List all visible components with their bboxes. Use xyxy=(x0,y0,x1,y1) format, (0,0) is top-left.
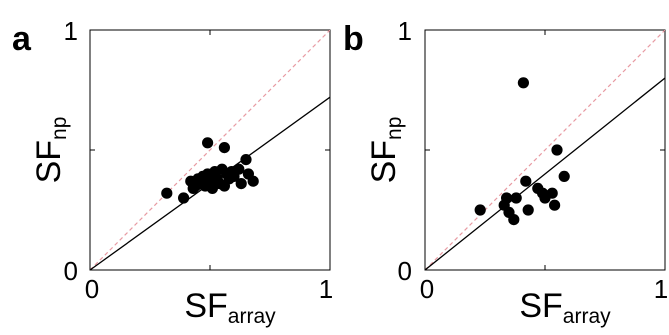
y-axis-label: SFnp xyxy=(30,117,71,184)
x-axis-label-sub: array xyxy=(228,305,276,328)
identity-line xyxy=(90,30,330,270)
data-point xyxy=(474,204,486,216)
y-axis-label-sub: np xyxy=(383,117,406,140)
y-tick-label-min: 0 xyxy=(64,256,78,286)
panel-letter: b xyxy=(343,20,364,58)
y-axis-label-sub: np xyxy=(48,117,71,140)
x-axis-label-main: SF xyxy=(184,287,227,325)
data-point xyxy=(240,154,252,166)
y-tick-label-min: 0 xyxy=(398,256,412,286)
data-point xyxy=(161,187,173,199)
x-axis-label: SFarray xyxy=(519,287,611,328)
x-tick-label-min: 0 xyxy=(85,274,99,304)
data-point xyxy=(235,178,247,190)
fit-line xyxy=(425,77,665,270)
y-axis-label: SFnp xyxy=(365,117,406,184)
x-tick-label-max: 1 xyxy=(654,274,668,304)
data-point xyxy=(522,204,534,216)
data-point xyxy=(520,175,532,187)
identity-line xyxy=(425,30,665,270)
y-axis-label-main: SF xyxy=(30,140,68,183)
data-point xyxy=(247,175,259,187)
data-point xyxy=(510,192,522,204)
data-point xyxy=(501,192,513,204)
x-axis-label: SFarray xyxy=(184,287,276,328)
data-point xyxy=(558,170,570,182)
data-point xyxy=(517,77,530,89)
data-point xyxy=(202,137,214,149)
data-point xyxy=(508,214,520,226)
x-axis-label-sub: array xyxy=(563,305,611,328)
panel-letter: a xyxy=(12,20,32,58)
x-axis-label-main: SF xyxy=(519,287,562,325)
data-point xyxy=(549,199,561,211)
data-point xyxy=(551,144,563,156)
data-point xyxy=(233,163,245,175)
y-axis-label-main: SF xyxy=(365,140,403,183)
data-point xyxy=(178,192,190,204)
y-tick-label-max: 1 xyxy=(64,16,78,46)
x-tick-label-max: 1 xyxy=(319,274,333,304)
data-point xyxy=(546,187,558,199)
y-tick-label-max: 1 xyxy=(398,16,412,46)
x-tick-label-min: 0 xyxy=(420,274,434,304)
data-point xyxy=(218,142,230,154)
